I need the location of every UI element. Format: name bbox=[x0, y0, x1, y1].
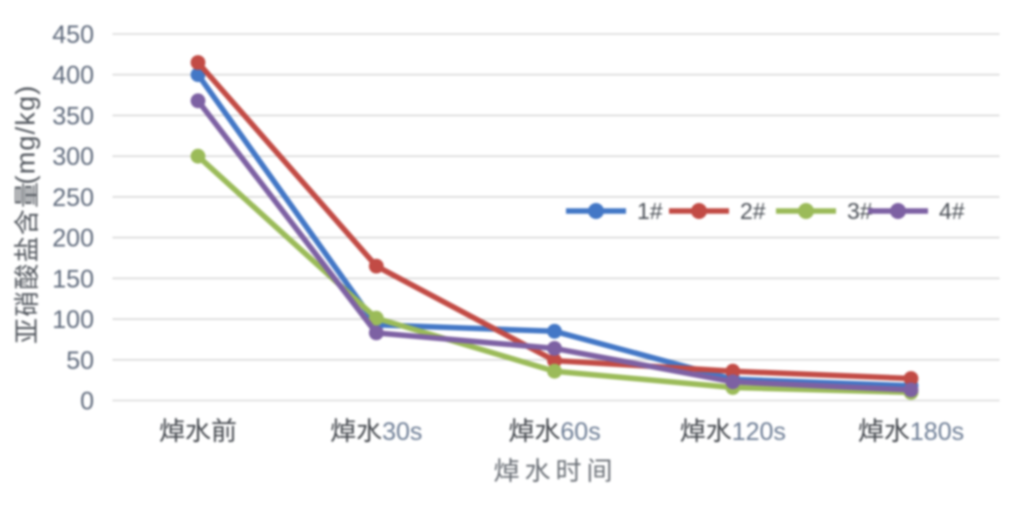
svg-text:200: 200 bbox=[52, 225, 94, 253]
svg-text:4#: 4# bbox=[939, 198, 965, 224]
svg-text:400: 400 bbox=[52, 62, 94, 90]
svg-text:(mg/kg): (mg/kg) bbox=[11, 85, 41, 185]
svg-text:30s: 30s bbox=[382, 418, 422, 446]
svg-text:2#: 2# bbox=[740, 198, 766, 224]
svg-text:100: 100 bbox=[52, 306, 94, 334]
svg-text:450: 450 bbox=[52, 21, 94, 49]
svg-text:120s: 120s bbox=[732, 418, 786, 446]
svg-text:300: 300 bbox=[52, 143, 94, 171]
svg-text:180s: 180s bbox=[910, 418, 964, 446]
svg-text:50: 50 bbox=[66, 347, 94, 375]
svg-text:150: 150 bbox=[52, 265, 94, 293]
svg-text:0: 0 bbox=[80, 388, 94, 416]
svg-text:250: 250 bbox=[52, 184, 94, 212]
svg-text:350: 350 bbox=[52, 102, 94, 130]
svg-text:60s: 60s bbox=[560, 418, 600, 446]
svg-text:1#: 1# bbox=[637, 198, 663, 224]
